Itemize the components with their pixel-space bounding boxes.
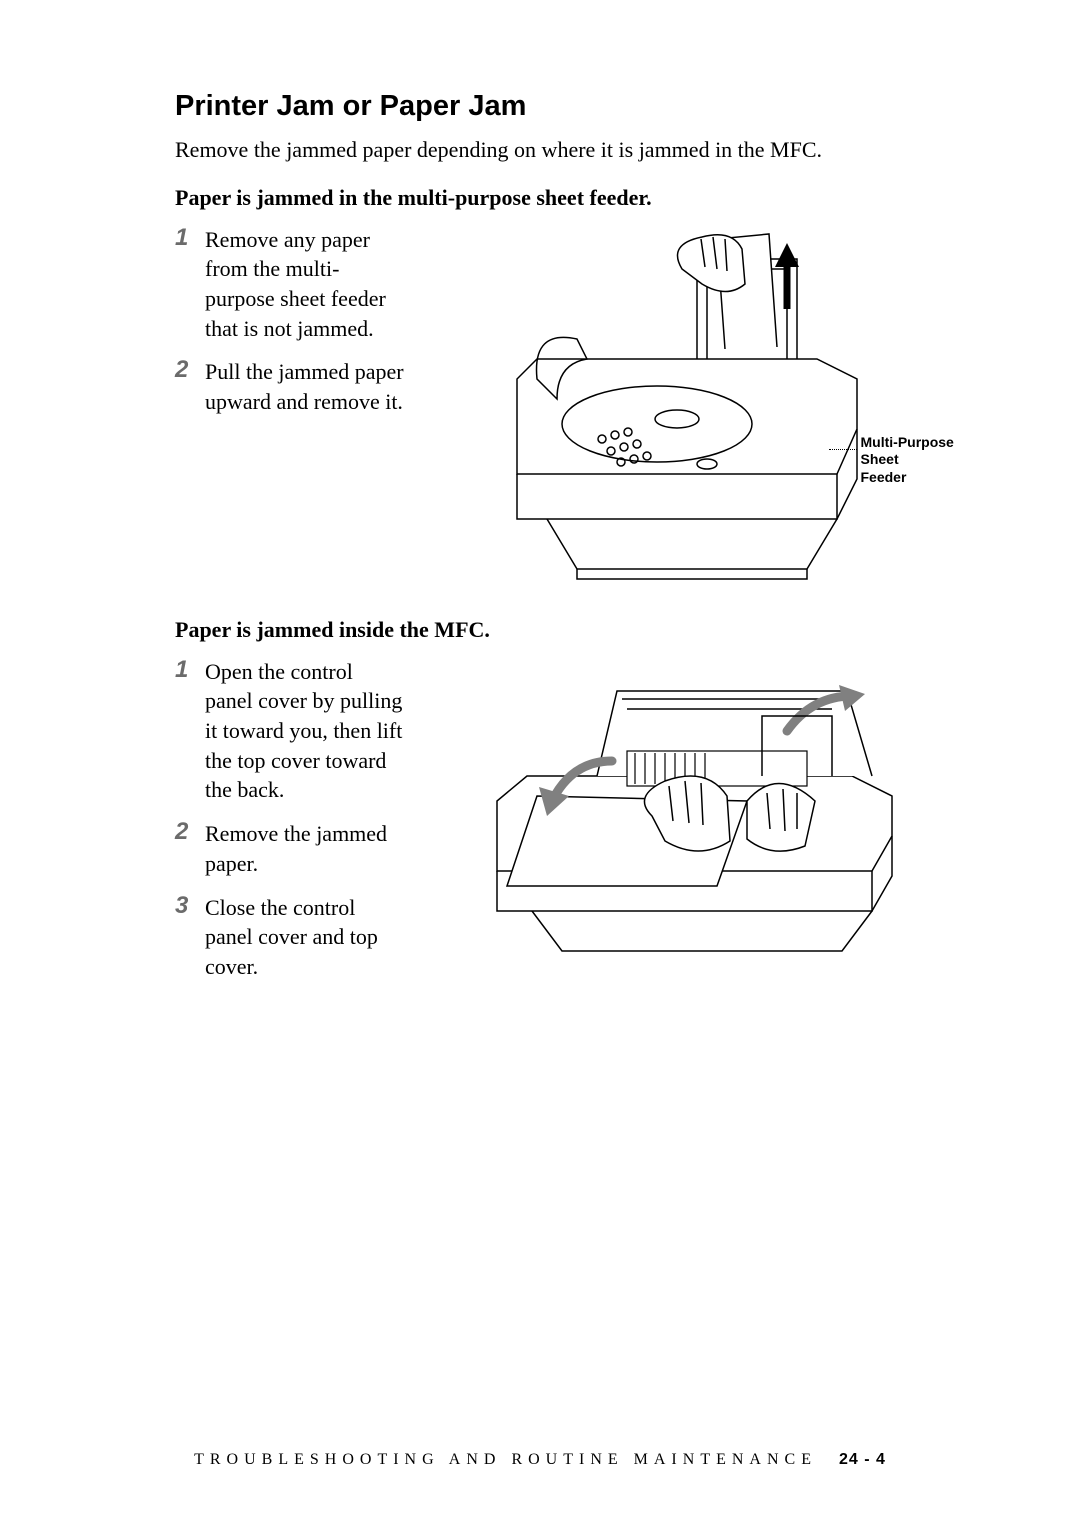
printer-open-cover-illustration-icon bbox=[477, 661, 917, 961]
step-number: 1 bbox=[175, 657, 205, 682]
step-text: Open the control panel cover by pulling … bbox=[205, 657, 405, 805]
step-number: 2 bbox=[175, 357, 205, 382]
section-1-row: 1 Remove any paper from the multi-purpos… bbox=[175, 225, 980, 599]
steps-col-2: 1 Open the control panel cover by pullin… bbox=[175, 657, 405, 996]
illustration-col-2 bbox=[413, 657, 980, 961]
page-footer: TROUBLESHOOTING AND ROUTINE MAINTENANCE … bbox=[0, 1451, 1080, 1469]
step-text: Pull the jammed paper upward and remove … bbox=[205, 357, 405, 416]
section-inside-jam: Paper is jammed inside the MFC. 1 Open t… bbox=[175, 617, 980, 996]
step-2-1: 1 Open the control panel cover by pullin… bbox=[175, 657, 405, 805]
illustration-col-1: Multi-Purpose Sheet Feeder bbox=[413, 225, 980, 599]
steps-col-1: 1 Remove any paper from the multi-purpos… bbox=[175, 225, 405, 431]
section-2-row: 1 Open the control panel cover by pullin… bbox=[175, 657, 980, 996]
step-number: 2 bbox=[175, 819, 205, 844]
step-text: Remove any paper from the multi-purpose … bbox=[205, 225, 405, 344]
intro-paragraph: Remove the jammed paper depending on whe… bbox=[175, 135, 980, 165]
callout-label-feeder: Multi-Purpose Sheet Feeder bbox=[861, 434, 954, 487]
step-1-2: 2 Pull the jammed paper upward and remov… bbox=[175, 357, 405, 416]
step-number: 1 bbox=[175, 225, 205, 250]
illustration-inside bbox=[477, 661, 917, 961]
step-number: 3 bbox=[175, 893, 205, 918]
page-title: Printer Jam or Paper Jam bbox=[175, 90, 980, 123]
step-text: Remove the jammed paper. bbox=[205, 819, 405, 878]
step-2-2: 2 Remove the jammed paper. bbox=[175, 819, 405, 878]
callout-leader-line bbox=[829, 449, 857, 450]
step-1-1: 1 Remove any paper from the multi-purpos… bbox=[175, 225, 405, 344]
step-2-3: 3 Close the control panel cover and top … bbox=[175, 893, 405, 982]
printer-feeder-illustration-icon bbox=[477, 229, 917, 599]
illustration-feeder: Multi-Purpose Sheet Feeder bbox=[477, 229, 917, 599]
sub-heading-1: Paper is jammed in the multi-purpose she… bbox=[175, 185, 980, 211]
step-text: Close the control panel cover and top co… bbox=[205, 893, 405, 982]
footer-page-number: 24 - 4 bbox=[839, 1451, 886, 1468]
sub-heading-2: Paper is jammed inside the MFC. bbox=[175, 617, 980, 643]
section-feeder-jam: Paper is jammed in the multi-purpose she… bbox=[175, 185, 980, 599]
footer-chapter: TROUBLESHOOTING AND ROUTINE MAINTENANCE bbox=[194, 1451, 817, 1468]
